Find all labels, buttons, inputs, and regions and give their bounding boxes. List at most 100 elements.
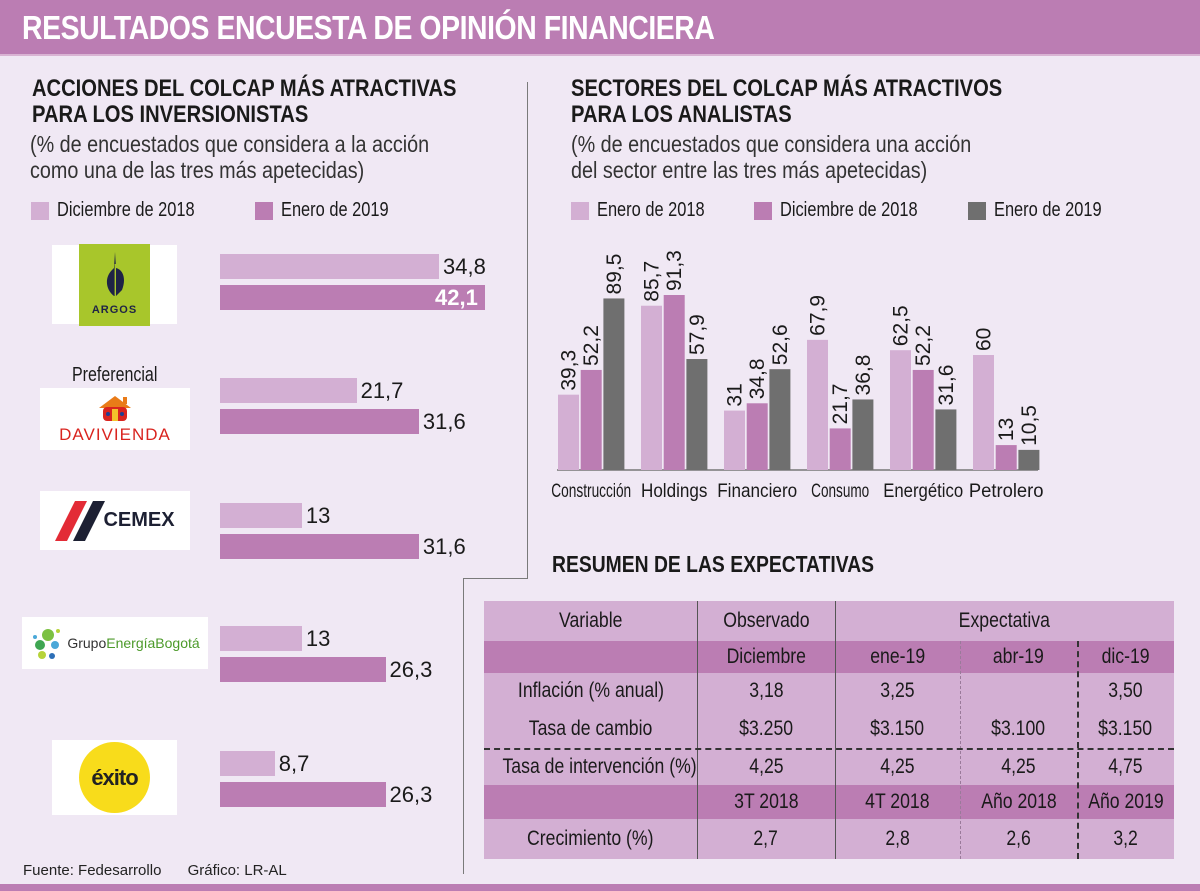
row-label: Crecimiento (%) [484,819,697,859]
header-variable: Variable [484,601,697,641]
argos-mark-icon [106,251,124,298]
row-label: Tasa de intervención (%) [484,749,697,785]
bar-value-label: 60 [973,328,996,351]
legend-swatch-gray [968,201,987,220]
divider-vertical-top [527,82,528,578]
bar-ene-2019 [220,409,419,434]
footer-credit: Gráfico: LR-AL [187,862,287,879]
legend-label: Diciembre de 2018 [57,199,195,221]
bar-energético-2 [935,409,957,470]
bar-dic-2018 [220,751,275,776]
bar-ene-2019 [220,657,386,682]
right-chart-title-line2: PARA LOS ANALISTAS [571,101,792,128]
row-value: 4,25 [835,749,960,785]
legend-label: Diciembre de 2018 [780,199,918,221]
legend-item: Diciembre de 2018 [754,199,948,222]
bar-petrolero-1 [995,445,1017,470]
row-value-text: $3.150 [1098,717,1153,740]
footer-source: Fuente: Fedesarrollo [23,862,162,879]
bar-value-label: 31 [724,383,747,406]
x-tick-label: Construcción [551,481,631,502]
subheader-cell-text: 4T 2018 [865,790,930,813]
row-value-text: 3,18 [748,679,784,702]
davivienda-note: Preferencial [72,364,158,386]
x-tick-label: Holdings [641,481,707,502]
table-header-row [484,601,1174,641]
bar-value-label: 52,6 [769,324,792,365]
left-chart-subtitle-line1: (% de encuestados que considera a la acc… [30,131,430,157]
argos-logo: ARGOS [52,243,177,326]
row-value: 2,6 [960,819,1077,859]
bar-value-label: 34,8 [443,254,486,279]
row-value: 3,18 [697,673,835,709]
exito-logo: éxito [52,740,177,815]
footer: Fuente: Fedesarrollo Gráfico: LR-AL [23,862,309,879]
legend-swatch-purple [754,201,773,220]
subheader-cell: dic-19 [1077,641,1174,673]
legend-swatch-light [571,201,589,220]
subheader-cell-text: dic-19 [1101,645,1150,668]
header-expectativa: Expectativa [835,601,1174,641]
row-value-text: 3,2 [1113,827,1138,850]
divider-vertical-bottom [463,578,464,874]
bar-financiero-1 [746,403,768,470]
legend-item: Enero de 2018 [571,199,728,222]
table-body-2 [484,819,1174,859]
x-tick-label: Petrolero [969,481,1044,502]
legend-label: Enero de 2018 [597,199,705,221]
bar-holdings-2 [686,359,708,470]
row-value-text: 2,8 [885,827,910,850]
bar-value-label: 31,6 [422,409,466,434]
row-value: 3,50 [1077,673,1174,709]
row-label: Inflación (% anual) [484,673,697,709]
row-value-text: 4,25 [1001,755,1036,778]
table-title: RESUMEN DE LAS EXPECTATIVAS [552,551,875,577]
table-col-divider [835,601,836,859]
row-label-text: Inflación (% anual) [517,679,664,702]
bar-value-label: 85,7 [641,261,664,302]
bar-value-label: 13 [305,626,331,651]
bar-value-label: 26,3 [389,782,433,807]
bar-dic-2018 [220,378,357,403]
bar-ene-2019 [220,782,386,807]
subheader-cell-text: abr-19 [992,645,1044,668]
legend-label: Enero de 2019 [994,199,1102,221]
bar-value-label: 39,3 [558,350,581,391]
table-row-divider-dashed [484,748,1174,750]
legend-item: Enero de 2019 [968,199,1125,222]
table-body-1 [484,673,1174,785]
left-chart-legend: Diciembre de 2018 Enero de 2019 [31,199,452,222]
row-value: 2,7 [697,819,835,859]
bar-consumo-2 [852,399,874,470]
bar-ene-2019 [220,285,485,310]
right-chart-legend: Enero de 2018 Diciembre de 2018 Enero de… [571,199,1165,222]
bar-energético-0 [890,350,911,470]
row-value-text: 4,25 [880,755,915,778]
row-value: 2,8 [835,819,960,859]
davivienda-logo: DAVIVIENDA [40,388,190,450]
argos-logo-square: ARGOS [79,243,150,326]
x-tick-label: Consumo [811,481,869,502]
subheader-cell-text: ene-19 [870,645,925,668]
subheader-cell: abr-19 [960,641,1077,673]
right-chart-subtitle-line1: (% de encuestados que considera una acci… [571,131,972,157]
bar-holdings-0 [641,305,662,470]
exito-circle: éxito [79,742,150,813]
legend-item: Diciembre de 2018 [31,199,225,222]
bar-value-label: 52,2 [912,325,935,366]
table-subheader-row-2 [484,785,1174,819]
bar-value-label: 13 [305,503,331,528]
row-value-text: 3,25 [880,679,915,702]
bar-value-label: 42,1 [435,285,478,310]
subheader-cell: 4T 2018 [835,785,960,819]
cemex-logo: CEMEX [40,491,190,550]
row-value-text: 4,75 [1108,755,1143,778]
davivienda-logo-text: DAVIVIENDA [59,424,171,444]
row-value-text: 2,6 [1006,827,1031,850]
geb-text-grupo: Grupo [67,635,107,651]
bar-dic-2018 [220,254,440,279]
bar-value-label: 31,6 [422,534,466,559]
legend-swatch-purple [254,201,273,220]
row-value-text: $3.150 [870,717,925,740]
geb-dots-icon [33,629,61,659]
